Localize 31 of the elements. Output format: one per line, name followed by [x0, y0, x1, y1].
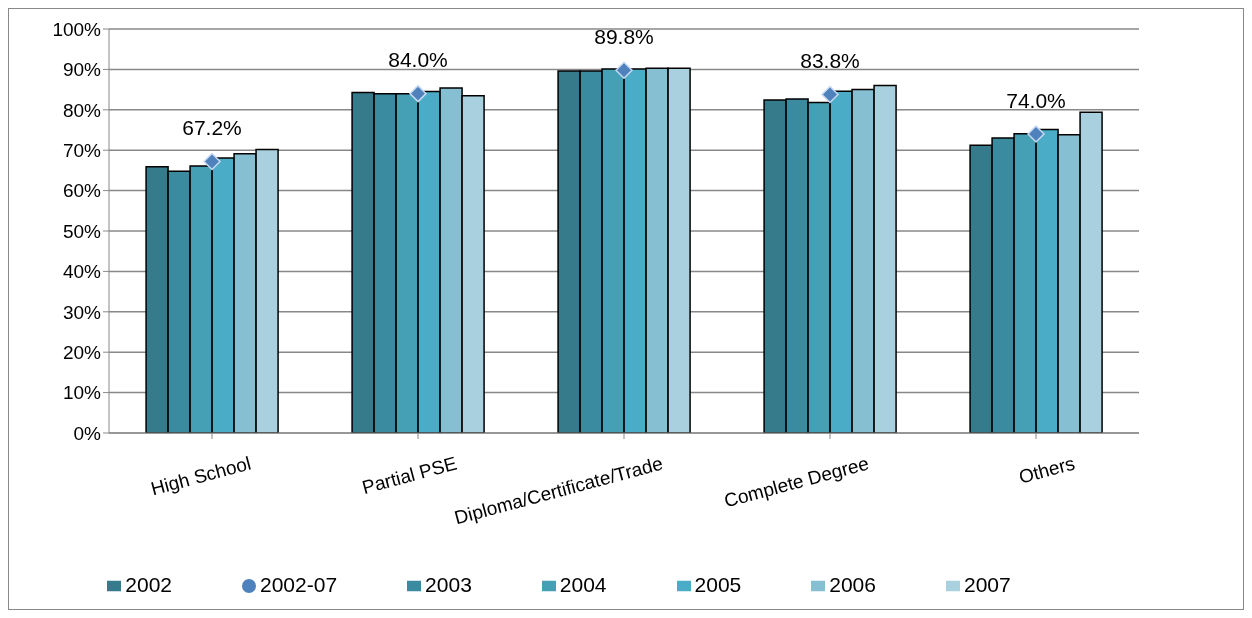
point — [821, 85, 839, 104]
point — [1027, 125, 1045, 143]
x-tick-label: Others — [1016, 452, 1078, 488]
y-tick-label: 10% — [62, 382, 102, 404]
legend-label: 2005 — [694, 573, 742, 596]
y-tick-label: 100% — [52, 18, 102, 40]
point — [409, 84, 427, 103]
y-tick-label: 40% — [62, 261, 102, 283]
legend-label: 2007 — [963, 573, 1011, 596]
point — [203, 152, 221, 171]
x-tick-label: High School — [148, 452, 254, 500]
y-tick-label: 50% — [62, 220, 102, 242]
x-tick-label: Complete Degree — [721, 452, 872, 512]
legend-label: 2002-07 — [260, 573, 338, 596]
y-tick-label: 60% — [62, 180, 102, 202]
data-label: 84.0% — [388, 48, 448, 72]
y-tick-label: 80% — [62, 99, 102, 121]
legend-label: 2003 — [425, 573, 472, 596]
data-label: 67.2% — [182, 116, 242, 139]
y-tick-label: 0% — [73, 422, 102, 444]
y-tick-label: 30% — [62, 301, 102, 323]
y-tick-label: 90% — [62, 59, 102, 81]
legend-label: 2006 — [829, 573, 876, 596]
legend-label: 2002 — [125, 573, 173, 596]
y-tick-label: 20% — [62, 341, 102, 363]
y-tick-label: 70% — [62, 139, 102, 161]
data-label: 89.8% — [594, 24, 654, 48]
data-label: 83.8% — [800, 48, 860, 72]
point — [615, 61, 633, 79]
legend-label: 2004 — [559, 573, 607, 596]
data-label: 74.0% — [1006, 88, 1066, 112]
